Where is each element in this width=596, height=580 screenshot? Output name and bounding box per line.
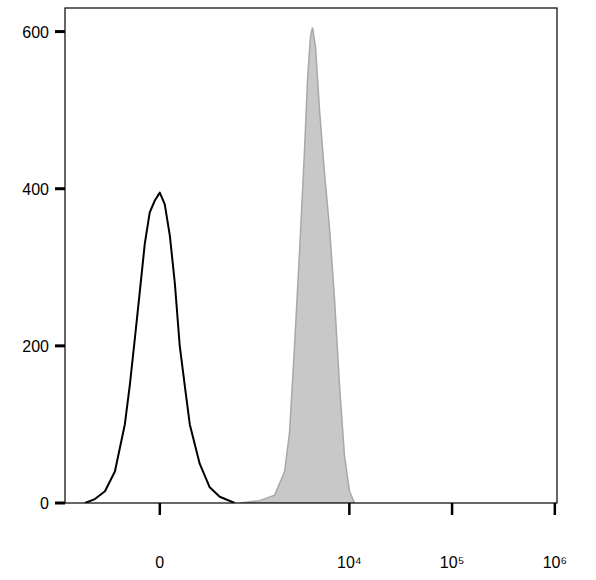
- histogram-area: [240, 28, 355, 503]
- y-tick-label: 400: [22, 181, 49, 198]
- y-tick-label: 600: [22, 24, 49, 41]
- plot-area: [85, 28, 355, 503]
- histogram-line: [85, 193, 235, 503]
- y-tick: [55, 30, 65, 33]
- y-tick-label: 0: [40, 495, 49, 512]
- x-tick: [348, 503, 351, 515]
- x-tick-label: 10⁴: [337, 554, 362, 571]
- y-tick: [55, 187, 65, 190]
- y-tick: [55, 344, 65, 347]
- x-tick: [554, 503, 557, 515]
- x-tick: [451, 503, 454, 515]
- chart: 0 200 400 600 0 10⁴ 10⁵ 10⁶: [0, 0, 596, 580]
- y-tick: [55, 502, 65, 505]
- x-tick-label: 0: [155, 554, 164, 571]
- x-tick-label: 10⁶: [543, 554, 567, 571]
- plot-frame: [65, 8, 557, 503]
- x-tick-label: 10⁵: [440, 554, 464, 571]
- x-tick: [159, 503, 162, 515]
- y-tick-label: 200: [22, 338, 49, 355]
